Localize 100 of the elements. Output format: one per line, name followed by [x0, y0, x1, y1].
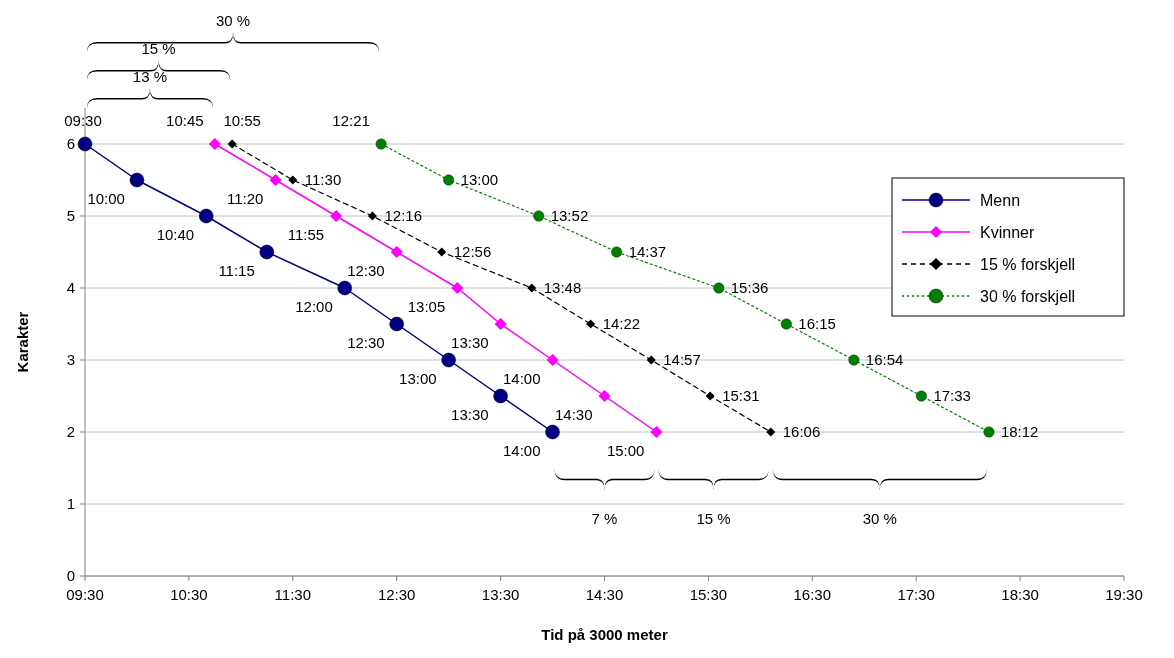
y-tick-label: 1	[66, 495, 75, 512]
annotation: 16:54	[865, 351, 904, 368]
text: 30 %	[215, 12, 251, 29]
annotation: 12:21	[332, 112, 370, 129]
legend-label: Kvinner	[980, 224, 1035, 241]
annotation: 11:20	[227, 190, 264, 207]
point	[337, 280, 352, 296]
legend-label: 30 % forskjell	[980, 288, 1076, 305]
point	[598, 390, 611, 402]
annotation: 16:15	[798, 315, 836, 332]
annotation: 16:06	[782, 423, 821, 440]
annotation: 12:56	[453, 243, 492, 260]
x-tick-label: 15:30	[689, 586, 728, 603]
point	[611, 246, 623, 258]
point	[208, 138, 221, 150]
annotation: 17:33	[933, 387, 971, 404]
annotation: 10:00	[87, 190, 125, 207]
point	[390, 246, 403, 258]
y-tick-label: 5	[66, 207, 75, 224]
text: 13 %	[132, 68, 168, 85]
point	[848, 354, 860, 366]
annotation: 12:30	[347, 262, 385, 279]
point	[437, 247, 447, 257]
x-tick-label: 13:30	[481, 586, 520, 603]
x-tick-label: 12:30	[377, 586, 416, 603]
point	[441, 352, 456, 368]
x-tick-label: 10:30	[170, 586, 208, 603]
y-tick-label: 3	[66, 351, 75, 368]
point	[227, 139, 237, 149]
annotation: 13:30	[451, 406, 489, 423]
x-tick-label: 09:30	[66, 586, 104, 603]
annotation: 13:05	[407, 298, 446, 315]
point	[766, 427, 776, 437]
annotation: 15:00	[606, 442, 645, 459]
x-tick-label: 17:30	[897, 586, 935, 603]
point	[586, 319, 596, 329]
legend-label: Menn	[980, 192, 1021, 209]
annotation: 14:00	[503, 370, 541, 387]
annotation: 14:00	[503, 442, 541, 459]
point	[198, 208, 214, 224]
annotation: 13:52	[550, 207, 589, 224]
legend-label: 15 % forskjell	[980, 256, 1076, 273]
point	[389, 316, 404, 332]
y-tick-label: 0	[66, 567, 75, 584]
point	[288, 175, 298, 185]
point	[650, 426, 663, 438]
annotation: 14:30	[554, 406, 593, 423]
annotation: 14:37	[628, 243, 667, 260]
annotation: 14:57	[663, 351, 701, 368]
point	[646, 355, 656, 365]
annotation: 12:30	[347, 334, 385, 351]
annotation: 13:00	[460, 171, 499, 188]
point	[705, 391, 715, 401]
point	[915, 390, 927, 402]
y-axis-title: Karakter	[14, 311, 31, 373]
text: 15 %	[141, 40, 176, 57]
point	[259, 244, 275, 260]
point	[713, 282, 725, 294]
point	[494, 318, 507, 330]
annotation: 11:15	[218, 262, 255, 279]
point	[533, 210, 545, 222]
annotation: 7 %	[591, 509, 618, 527]
y-tick-label: 2	[66, 423, 75, 440]
point	[780, 318, 792, 330]
point	[546, 354, 559, 366]
x-axis-title: Tid på 3000 meter	[541, 626, 668, 643]
point	[77, 136, 93, 152]
annotation: 11:55	[287, 226, 325, 243]
x-tick-label: 19:30	[1105, 586, 1143, 603]
annotation: 09:30	[64, 112, 102, 129]
point	[269, 174, 282, 186]
annotation: 12:16	[384, 207, 423, 224]
x-tick-label: 18:30	[1001, 586, 1039, 603]
annotation: 10:40	[156, 226, 195, 243]
annotation: 14:22	[602, 315, 641, 332]
point	[367, 211, 377, 221]
point	[451, 282, 464, 294]
point	[493, 388, 508, 404]
annotation: 18:12	[1000, 423, 1039, 440]
annotation: 13:00	[399, 370, 437, 387]
point	[129, 172, 145, 188]
annotation: 12:00	[295, 298, 333, 315]
annotation: 15:31	[722, 387, 760, 404]
x-tick-label: 16:30	[793, 586, 832, 603]
annotation: 13:30	[451, 334, 489, 351]
y-tick-label: 4	[66, 279, 75, 296]
annotation: 15 %	[696, 509, 731, 527]
point	[375, 138, 387, 150]
point	[330, 210, 343, 222]
annotation: 11:30	[304, 171, 342, 188]
point	[443, 174, 455, 186]
x-tick-label: 14:30	[585, 586, 624, 603]
annotation: 30 %	[862, 509, 897, 527]
annotation: 10:55	[223, 112, 261, 129]
annotation: 15:36	[730, 279, 769, 296]
point	[527, 283, 537, 293]
y-tick-label: 6	[66, 135, 75, 152]
point	[983, 426, 995, 438]
annotation: 10:45	[166, 112, 204, 129]
annotation: 13:48	[543, 279, 582, 296]
